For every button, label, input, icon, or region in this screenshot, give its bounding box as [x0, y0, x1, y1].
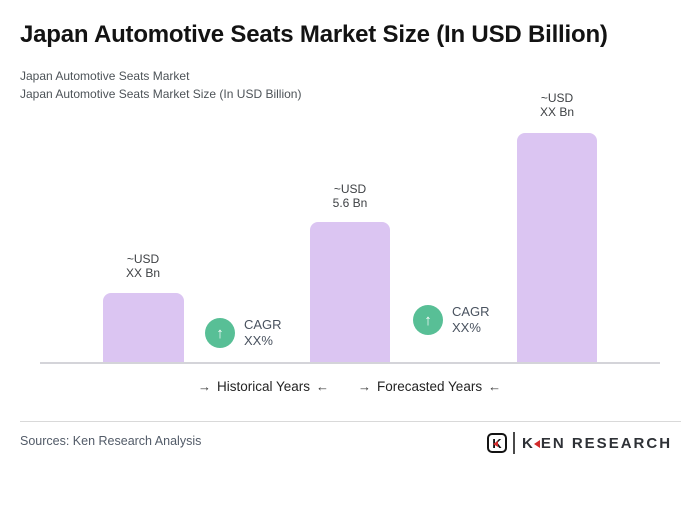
bar-value-line: ~USD [126, 252, 160, 266]
growth-up-arrow-icon: ↑ [413, 305, 443, 335]
chart-subtitle: Japan Automotive Seats Market Japan Auto… [20, 67, 301, 103]
logo-separator [513, 432, 515, 454]
cagr-value: XX% [244, 333, 273, 348]
cagr-badge: ↑ CAGR XX% [413, 304, 490, 336]
ken-research-logo: K K EN RESEARCH [487, 430, 672, 456]
growth-up-arrow-icon: ↑ [205, 318, 235, 348]
right-arrow-icon: → [358, 379, 371, 394]
bar-value-label: ~USD XX Bn [83, 252, 203, 280]
x-axis-line [40, 362, 660, 364]
bar-value-label: ~USD XX Bn [497, 91, 617, 119]
subtitle-line-2: Japan Automotive Seats Market Size (In U… [20, 87, 302, 101]
x-axis-group-forecasted: → Forecasted Years ← [358, 379, 501, 394]
wordmark-k: K [522, 434, 535, 452]
red-wedge-icon [533, 439, 540, 448]
wordmark-rest: EN RESEARCH [540, 434, 673, 452]
bar-value-line: ~USD [333, 182, 367, 196]
bar-value-line: ~USD [540, 91, 574, 105]
bar-historical [103, 293, 184, 363]
cagr-annotation: CAGR XX% [452, 304, 490, 336]
bar-current [310, 222, 390, 363]
cagr-badge: ↑ CAGR XX% [205, 317, 282, 349]
bar-value-line: XX Bn [125, 266, 161, 280]
left-arrow-icon: ← [488, 379, 502, 394]
page-title: Japan Automotive Seats Market Size (In U… [20, 21, 608, 48]
cagr-label: CAGR [452, 304, 490, 319]
cagr-annotation: CAGR XX% [244, 317, 282, 349]
ken-research-emblem-icon: K [487, 433, 507, 453]
logo-wordmark: K EN RESEARCH [522, 435, 672, 452]
cagr-label: CAGR [244, 317, 282, 332]
bar-forecast [517, 133, 597, 363]
footer-divider [20, 421, 681, 422]
red-wedge-icon [493, 441, 498, 447]
axis-group-label: Historical Years [217, 379, 311, 394]
right-arrow-icon: → [198, 379, 211, 394]
subtitle-line-1: Japan Automotive Seats Market [20, 69, 190, 83]
bar-value-label: ~USD 5.6 Bn [290, 182, 410, 210]
bar-value-line: XX Bn [539, 105, 575, 119]
x-axis-group-historical: → Historical Years ← [198, 379, 329, 394]
left-arrow-icon: ← [316, 379, 330, 394]
sources-text: Sources: Ken Research Analysis [20, 434, 202, 448]
bar-value-line: 5.6 Bn [332, 196, 368, 210]
cagr-value: XX% [452, 320, 481, 335]
axis-group-label: Forecasted Years [377, 379, 483, 394]
